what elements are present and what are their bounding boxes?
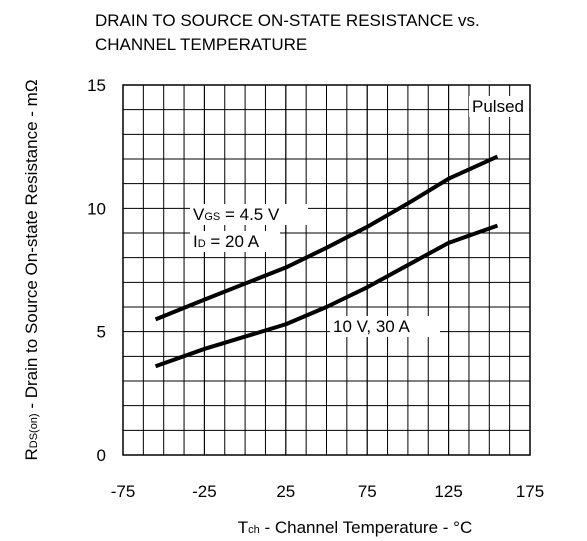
annotation-background: [190, 204, 308, 225]
annotation-sub: D: [198, 238, 206, 250]
plot-frame: [122, 84, 531, 456]
annotation-background: [330, 316, 440, 337]
x-axis-label-sub: ch: [248, 524, 260, 536]
annotation-main: Pulsed: [472, 97, 524, 116]
x-tick-label: 125: [434, 482, 462, 501]
annotation-main: 10 V, 30 A: [333, 317, 411, 336]
x-tick-label: 75: [358, 482, 377, 501]
annotation-rest: = 20 A: [206, 232, 260, 251]
x-tick-label: 25: [276, 482, 295, 501]
y-axis-label-rest: - Drain to Source On-state Resistance - …: [22, 79, 41, 413]
x-tick-label: -75: [111, 482, 136, 501]
y-tick-label: 0: [97, 446, 106, 465]
y-axis-label-main: R: [22, 448, 41, 460]
x-axis-label-main: T: [238, 518, 248, 537]
x-tick-label: -25: [192, 482, 217, 501]
y-tick-label: 10: [87, 199, 106, 218]
annotation-main: V: [193, 205, 205, 224]
annotation-sub: GS: [204, 211, 220, 223]
x-axis-label-rest: - Channel Temperature - °C: [260, 518, 472, 537]
annotation-rest: = 4.5 V: [220, 205, 280, 224]
y-tick-label: 5: [97, 323, 106, 342]
y-tick-label: 15: [87, 76, 106, 95]
annotation-background: [469, 96, 529, 117]
annotation: 10 V, 30 A: [333, 317, 411, 336]
y-axis-label: RDS(on) - Drain to Source On-state Resis…: [22, 79, 41, 460]
x-axis-label: Tch - Channel Temperature - °C: [238, 518, 472, 537]
annotation: ID = 20 A: [193, 232, 260, 251]
chart-title: DRAIN TO SOURCE ON-STATE RESISTANCE vs.: [95, 11, 480, 30]
data-line: [154, 223, 499, 369]
annotation-background: [190, 231, 280, 252]
annotation: Pulsed: [472, 97, 524, 116]
annotation: VGS = 4.5 V: [193, 205, 280, 224]
chart-title: CHANNEL TEMPERATURE: [95, 35, 307, 54]
y-axis-label-sub: DS(on): [28, 413, 40, 448]
data-line: [154, 154, 499, 322]
annotation-main: I: [193, 232, 198, 251]
x-tick-label: 175: [516, 482, 544, 501]
